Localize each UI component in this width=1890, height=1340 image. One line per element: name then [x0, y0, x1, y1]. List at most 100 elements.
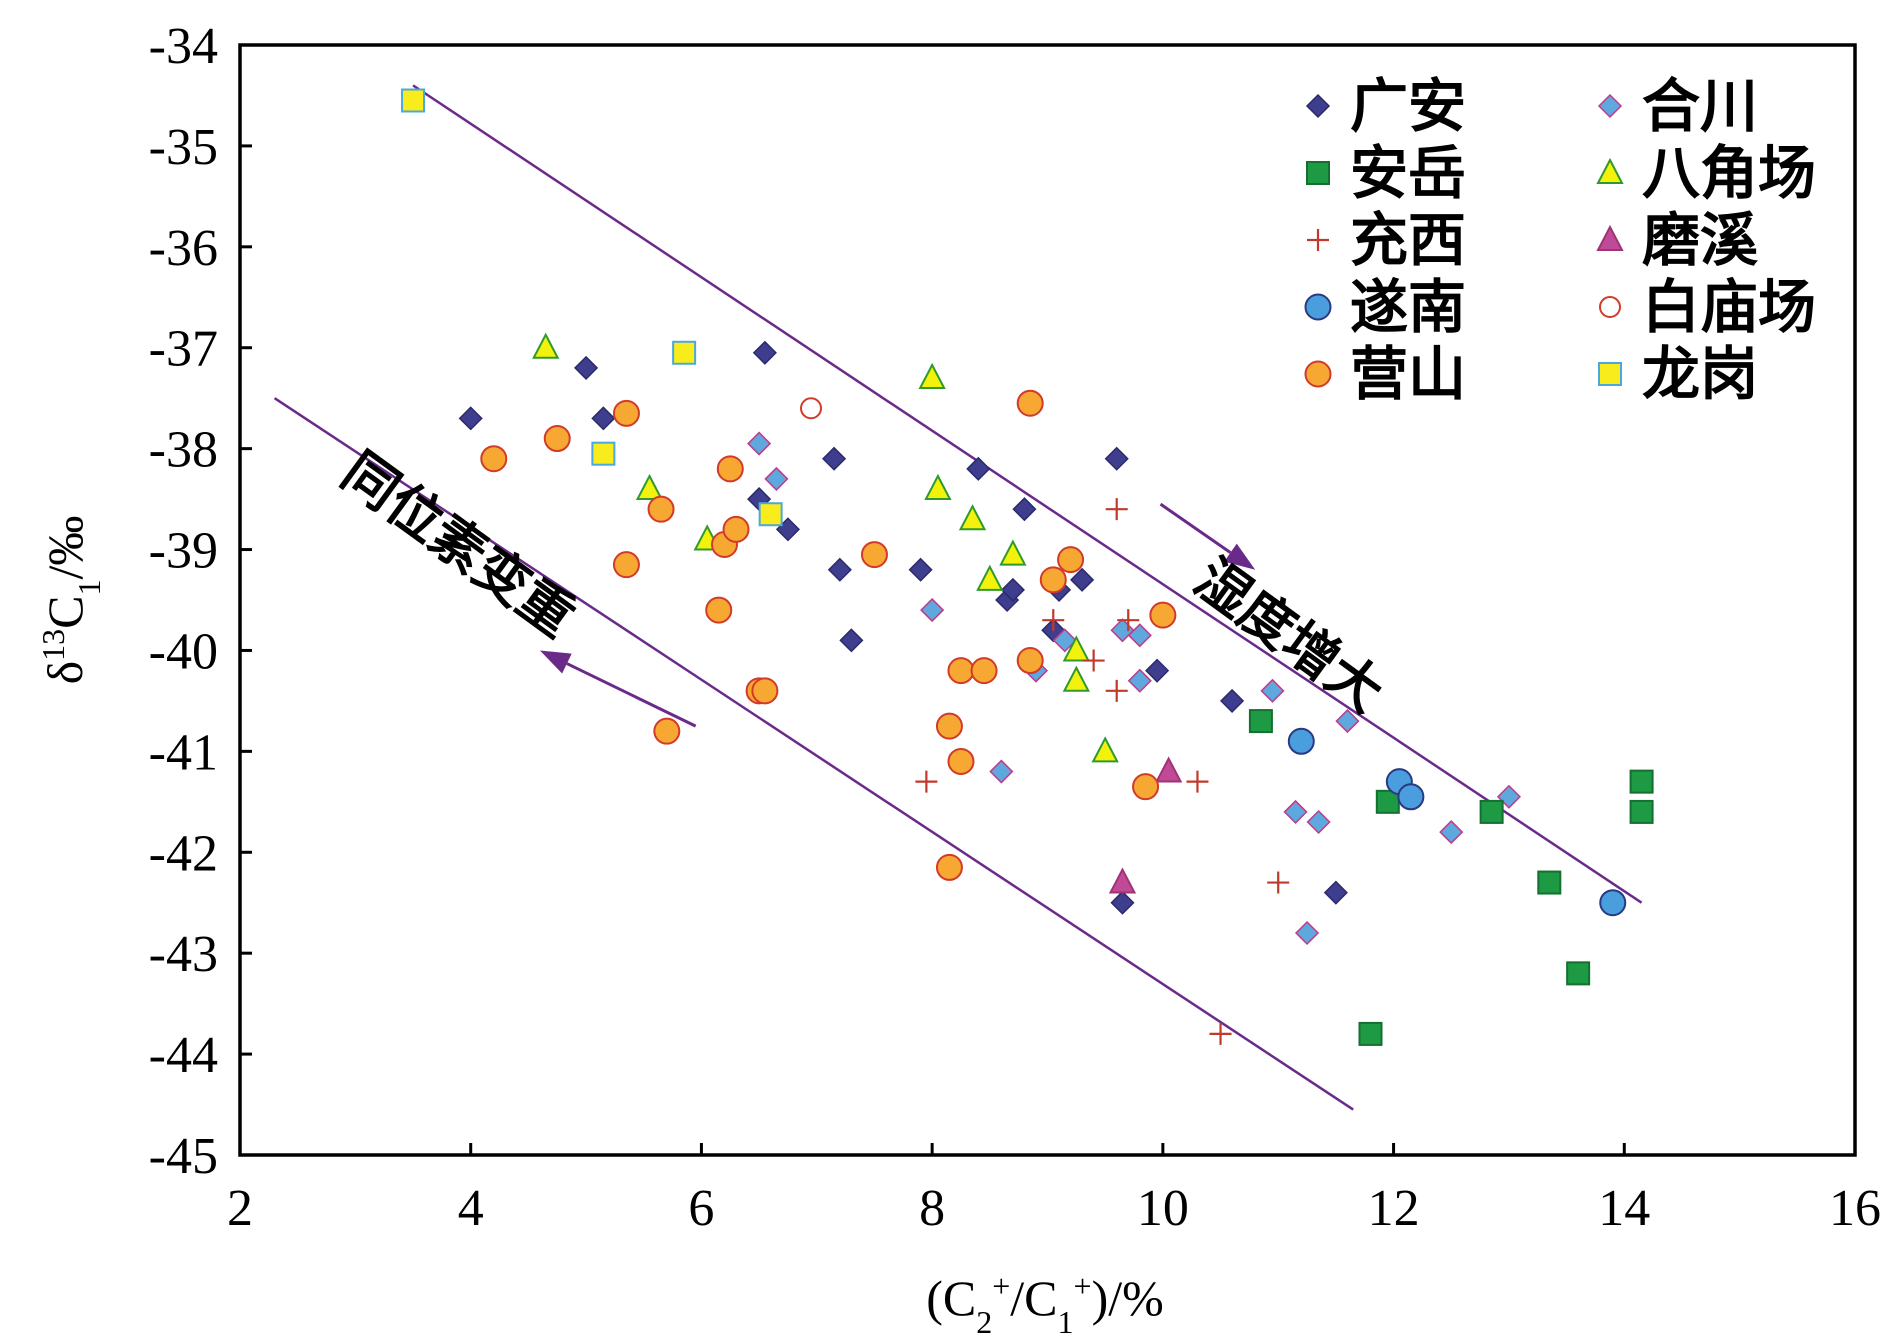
axis-title-part: /‰ — [37, 516, 93, 580]
axis-title-part: )/% — [1092, 1270, 1164, 1326]
y-tick-label: -39 — [149, 523, 218, 580]
arrow-shaft — [1159, 502, 1232, 554]
axis-title-part: + — [992, 1268, 1010, 1304]
data-point — [1323, 880, 1348, 905]
data-point — [1479, 799, 1504, 824]
legend-marker — [1306, 161, 1330, 185]
data-point — [999, 539, 1027, 566]
series-square — [1248, 709, 1654, 1046]
legend-item: 广安 — [1305, 72, 1466, 140]
trend-line — [273, 397, 1354, 1111]
data-point — [1062, 635, 1090, 662]
series-circle-open — [800, 397, 823, 420]
data-point — [976, 564, 1004, 591]
x-tick-label: 16 — [1829, 1180, 1881, 1237]
data-point — [1629, 769, 1654, 794]
series-plus — [915, 498, 1290, 1045]
data-point — [1397, 783, 1425, 811]
legend-marker — [1599, 296, 1621, 318]
data-point — [1000, 577, 1025, 602]
data-point — [800, 397, 823, 420]
data-point — [1110, 890, 1135, 915]
data-point — [1042, 609, 1065, 632]
data-point — [1145, 658, 1170, 683]
data-point — [1039, 566, 1067, 594]
legend-marker — [1597, 93, 1623, 119]
data-point — [458, 406, 483, 431]
data-point — [1104, 446, 1129, 471]
arrow-shaft — [566, 662, 697, 728]
data-point — [1105, 498, 1128, 521]
x-axis-title: (C2+/C1+)/% — [926, 1268, 1164, 1340]
data-point — [672, 340, 697, 365]
legend-label: 磨溪 — [1642, 206, 1758, 274]
data-point — [1110, 618, 1135, 643]
data-point — [827, 557, 852, 582]
data-point — [612, 399, 640, 427]
data-point — [752, 340, 777, 365]
legend-item: 合川 — [1597, 72, 1758, 140]
data-point — [1132, 773, 1160, 801]
legend-marker — [1305, 93, 1331, 119]
data-point — [1108, 867, 1137, 894]
data-point — [1209, 1022, 1232, 1045]
data-point — [1062, 665, 1090, 692]
data-point — [532, 332, 560, 359]
data-point — [1016, 647, 1044, 675]
data-point — [1267, 871, 1290, 894]
data-point — [758, 502, 783, 527]
data-point — [1012, 497, 1037, 522]
data-point — [1248, 709, 1273, 734]
data-point — [543, 425, 571, 453]
y-tick-label: -44 — [149, 1027, 218, 1084]
x-tick-label: 2 — [227, 1180, 253, 1237]
data-point — [1283, 799, 1308, 824]
series-circle — [480, 389, 1177, 881]
trend-line — [412, 84, 1643, 904]
legend-label: 广安 — [1350, 72, 1466, 140]
data-point — [1016, 389, 1044, 417]
legend-marker — [1598, 362, 1622, 386]
data-point — [1154, 756, 1183, 783]
annotations: 湿度增大 同位素变重 — [331, 440, 1395, 725]
data-point — [839, 628, 864, 653]
legend-item: 遂南 — [1304, 273, 1466, 341]
data-point — [1287, 727, 1315, 755]
data-point — [1566, 961, 1591, 986]
legend-item: 营山 — [1304, 340, 1466, 408]
data-point — [970, 657, 998, 685]
data-point — [764, 466, 789, 491]
data-point — [1537, 870, 1562, 895]
data-point — [751, 677, 779, 705]
data-point — [1260, 678, 1285, 703]
legend-marker — [1596, 224, 1624, 251]
y-axis-title: δ13C1/‰ — [35, 516, 107, 685]
axis-title-part: 13 — [35, 629, 71, 661]
y-axis: -34 -35 -36 -37 -38 -39 -40 -41 -42 -43 -44 -45 — [149, 18, 252, 1185]
x-tick-label: 12 — [1368, 1180, 1420, 1237]
series-circle — [1287, 727, 1627, 917]
axis-title-part: C — [37, 595, 93, 628]
y-tick-label: -42 — [149, 825, 218, 882]
axis-title-part: 1 — [71, 579, 107, 595]
axis-title-part: /C — [1010, 1270, 1057, 1326]
data-point — [591, 406, 616, 431]
data-point — [1127, 623, 1152, 648]
data-point — [924, 473, 952, 500]
data-point — [401, 88, 426, 113]
axis-title-part: 2 — [976, 1304, 992, 1340]
legend-marker — [1304, 360, 1332, 388]
legend-label: 八角场 — [1642, 139, 1816, 207]
legend-item: 龙岗 — [1598, 340, 1758, 408]
data-point — [1127, 668, 1152, 693]
data-point — [1335, 709, 1360, 734]
legend-marker — [1304, 293, 1332, 321]
data-point — [1220, 688, 1245, 713]
data-point — [1117, 609, 1140, 632]
data-point — [1105, 679, 1128, 702]
data-point — [653, 717, 681, 745]
data-point — [918, 362, 946, 389]
trend-arrows — [539, 502, 1256, 728]
data-point — [1629, 799, 1654, 824]
